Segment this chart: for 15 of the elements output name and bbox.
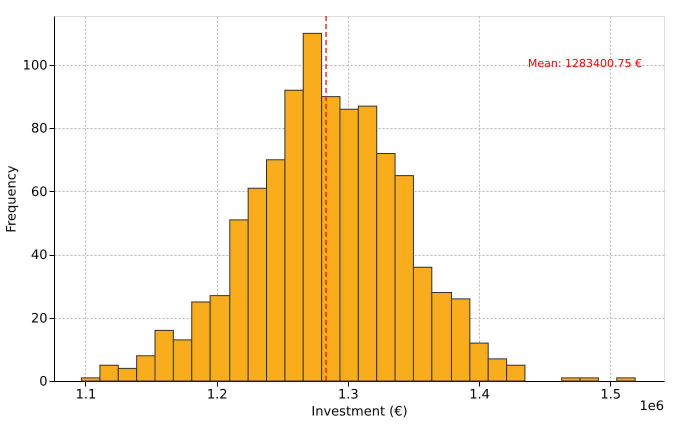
y-tick-label: 0 xyxy=(39,374,48,390)
x-tick-label: 1.2 xyxy=(206,388,228,402)
x-tick-label: 1.3 xyxy=(338,388,359,402)
y-tick-label: 80 xyxy=(30,122,48,137)
y-tick-label: 100 xyxy=(22,58,48,74)
ref-line-label: Mean: 1283400.75 € xyxy=(528,57,642,70)
x-tick-label: 1.1 xyxy=(76,388,96,402)
y-tick-label: 60 xyxy=(30,184,48,200)
y-axis-title: Frequency xyxy=(4,165,20,233)
x-axis-title: Investment (€) xyxy=(311,404,408,420)
x-tick-label: 1.5 xyxy=(600,388,622,402)
x-tick-label: 1.4 xyxy=(469,388,490,402)
text: 1e6 xyxy=(639,399,664,414)
y-tick-label: 40 xyxy=(30,248,48,264)
y-tick-label: 20 xyxy=(30,311,48,326)
